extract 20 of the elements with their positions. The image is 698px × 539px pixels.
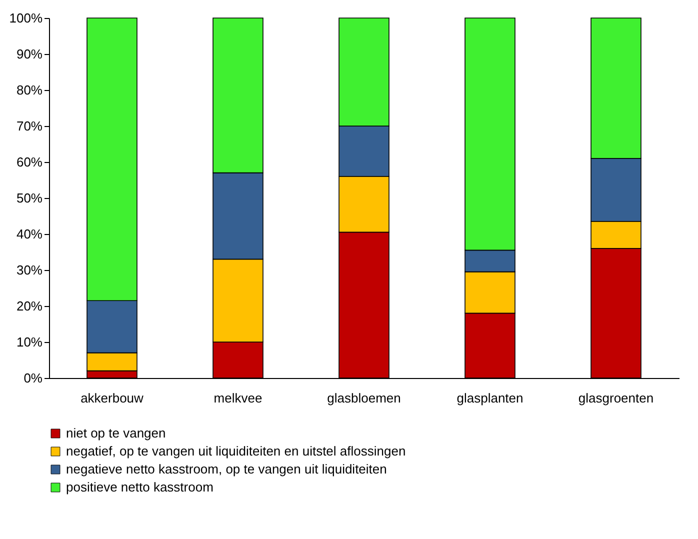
y-tick-label: 20% [16,298,43,314]
y-tick-label: 50% [16,190,43,206]
x-tick-label: glasbloemen [327,390,401,406]
y-tick-label: 70% [16,118,43,134]
legend-label: negatieve netto kasstroom, op te vangen uit liquiditeiten [66,462,387,476]
x-tick-label: glasplanten [456,390,524,406]
y-tick-label: 80% [16,82,43,98]
x-tick-label: melkvee [214,390,262,406]
y-tick-label: 30% [16,262,43,278]
y-tick-label: 10% [16,334,43,350]
y-tick-label: 60% [16,154,43,170]
y-tick-label: 40% [16,226,43,242]
legend-label: negatief, op te vangen uit liquiditeiten en uitstel aflossingen [66,444,406,458]
legend-label: positieve netto kasstroom [66,480,214,494]
x-tick-label: akkerbouw [80,390,144,406]
y-tick-label: 100% [9,10,43,26]
y-tick-label: 0% [24,370,43,386]
y-tick-label: 90% [16,46,43,62]
legend-label: niet op te vangen [66,426,166,440]
x-tick-label: glasgroenten [578,390,654,406]
